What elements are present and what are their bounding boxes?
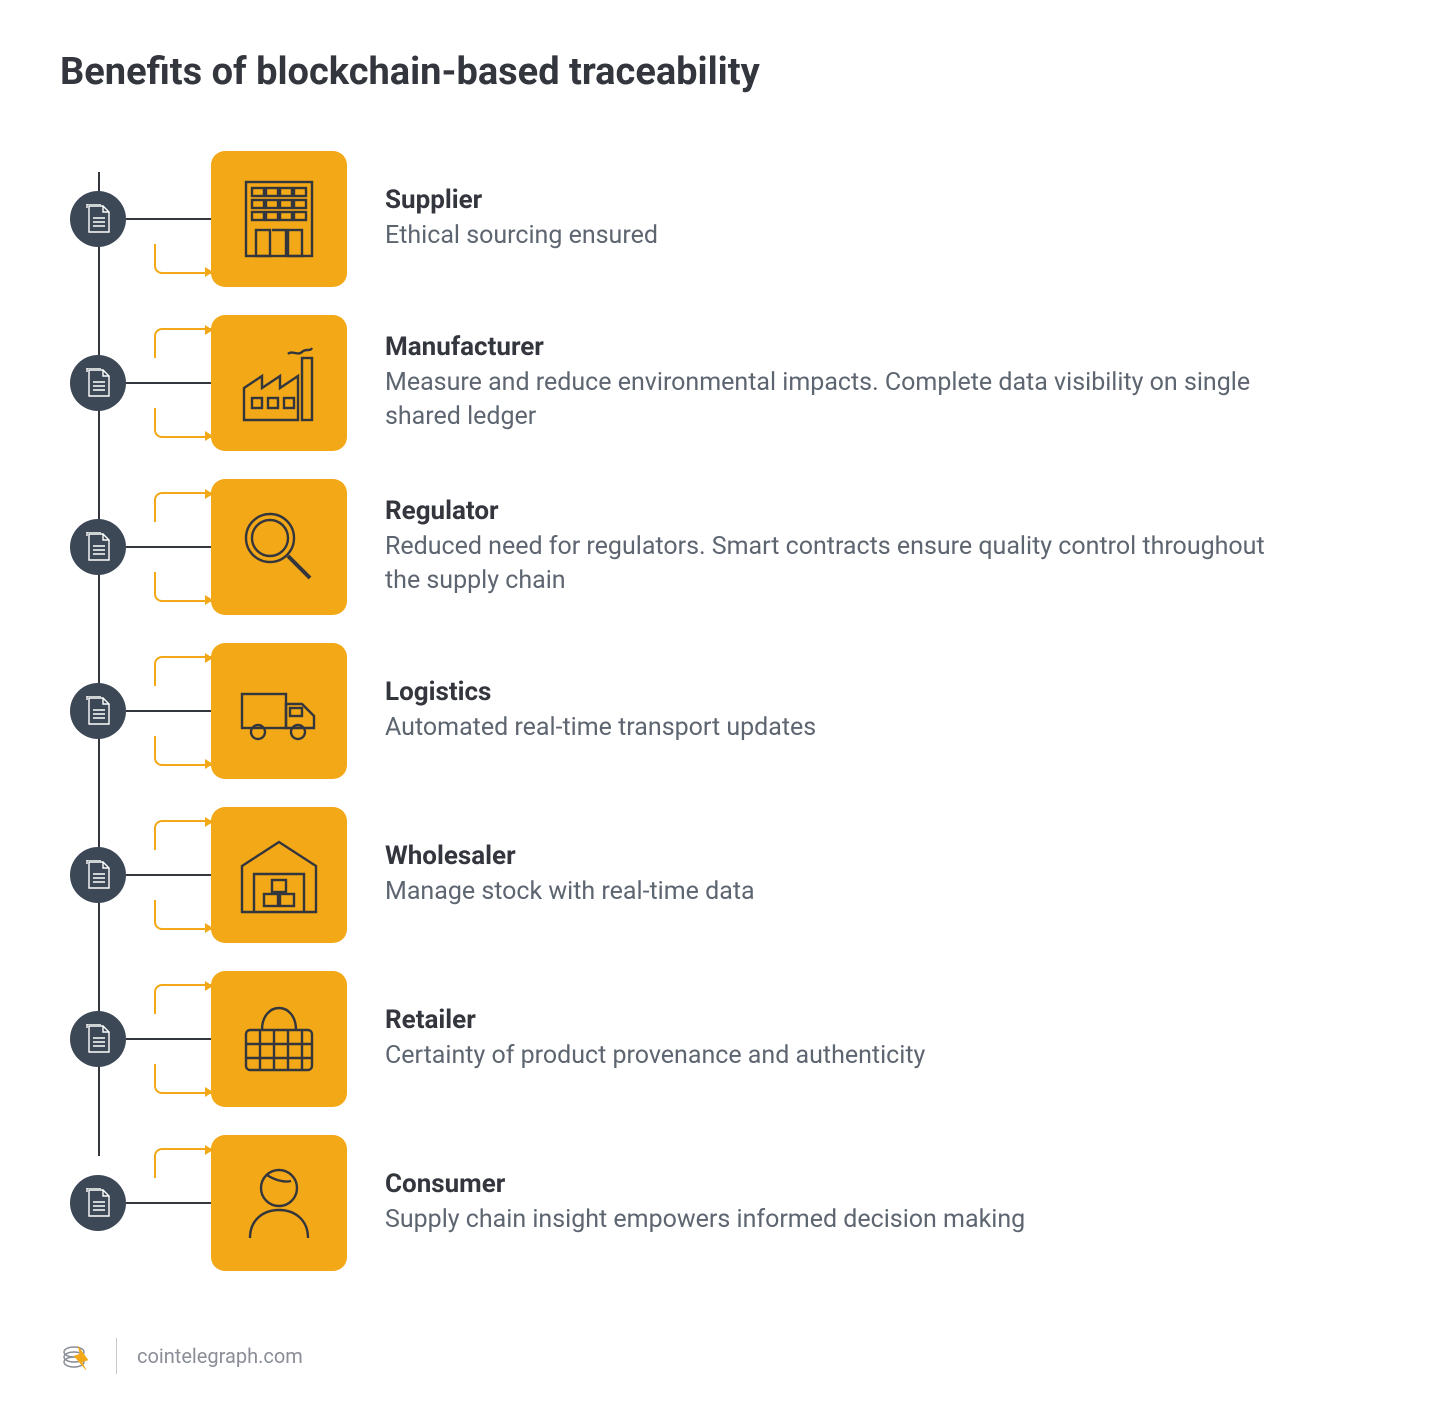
connector [126,144,211,294]
footer-divider [116,1338,117,1374]
step-title: Consumer [385,1169,1025,1199]
step-title: Retailer [385,1005,925,1035]
step-supplier: Supplier Ethical sourcing ensured [70,144,1390,294]
connector [126,472,211,622]
step-title: Manufacturer [385,332,1285,362]
step-manufacturer: Manufacturer Measure and reduce environm… [70,308,1390,458]
step-desc: Certainty of product provenance and auth… [385,1039,925,1073]
document-icon [70,191,126,247]
document-icon [70,355,126,411]
document-icon [70,683,126,739]
step-desc: Automated real-time transport updates [385,711,816,745]
document-icon [70,519,126,575]
step-title: Wholesaler [385,841,755,871]
step-wholesaler: Wholesaler Manage stock with real-time d… [70,800,1390,950]
step-logistics: Logistics Automated real-time transport … [70,636,1390,786]
regulator-icon [211,479,347,615]
connector [126,964,211,1114]
footer: cointelegraph.com [60,1338,1390,1374]
step-regulator: Regulator Reduced need for regulators. S… [70,472,1390,622]
step-desc: Measure and reduce environmental impacts… [385,366,1285,434]
page-title: Benefits of blockchain-based traceabilit… [60,50,1390,94]
connector [126,636,211,786]
wholesaler-icon [211,807,347,943]
step-title: Logistics [385,677,816,707]
document-icon [70,1011,126,1067]
document-icon [70,847,126,903]
step-consumer: Consumer Supply chain insight empowers i… [70,1128,1390,1278]
step-desc: Supply chain insight empowers informed d… [385,1203,1025,1237]
logo-icon [60,1338,96,1374]
flow-diagram: Supplier Ethical sourcing ensured Manufa… [60,144,1390,1278]
manufacturer-icon [211,315,347,451]
logistics-icon [211,643,347,779]
step-retailer: Retailer Certainty of product provenance… [70,964,1390,1114]
step-title: Supplier [385,185,658,215]
step-desc: Reduced need for regulators. Smart contr… [385,530,1285,598]
consumer-icon [211,1135,347,1271]
step-desc: Manage stock with real-time data [385,875,755,909]
connector [126,1128,211,1278]
document-icon [70,1175,126,1231]
retailer-icon [211,971,347,1107]
step-title: Regulator [385,496,1285,526]
connector [126,308,211,458]
footer-site: cointelegraph.com [137,1344,303,1368]
step-desc: Ethical sourcing ensured [385,219,658,253]
supplier-icon [211,151,347,287]
connector [126,800,211,950]
